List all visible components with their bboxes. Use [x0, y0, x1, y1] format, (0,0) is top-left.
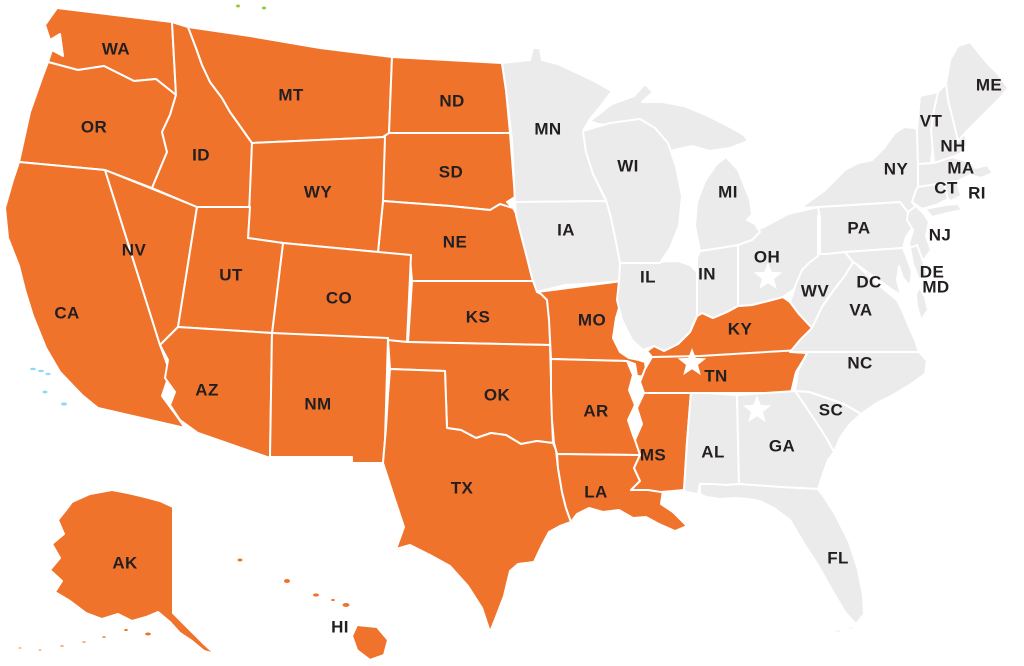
- state-me-shape: [945, 41, 1009, 142]
- state-nm-shape: [269, 332, 389, 464]
- small-island: [236, 4, 240, 8]
- alaska-aleutian-island: [80, 639, 88, 645]
- state-label-ma: MA: [947, 159, 974, 178]
- channel-island: [61, 402, 67, 406]
- alaska-aleutian-island: [122, 627, 130, 633]
- channel-island: [42, 390, 48, 394]
- star-icon-ga: [742, 395, 772, 423]
- state-label-nj: NJ: [929, 226, 952, 245]
- state-label-oh: OH: [754, 248, 780, 267]
- state-label-mo: MO: [578, 311, 606, 330]
- state-hi-big-island-shape: [351, 624, 389, 661]
- state-de-shape: [909, 244, 928, 280]
- state-label-or: OR: [81, 118, 107, 137]
- state-label-al: AL: [701, 443, 724, 462]
- state-label-ut: UT: [219, 266, 243, 285]
- state-label-me: ME: [976, 76, 1002, 95]
- hawaii-island: [311, 591, 321, 599]
- state-label-ok: OK: [484, 386, 511, 405]
- state-label-az: AZ: [195, 381, 218, 400]
- state-label-ri: RI: [968, 184, 986, 203]
- state-label-ca: CA: [54, 304, 79, 323]
- state-label-vt: VT: [920, 112, 943, 131]
- states-layer: [4, 7, 1009, 661]
- alaska-aleutian-island: [100, 634, 108, 640]
- state-label-ia: IA: [557, 221, 575, 240]
- state-label-dc: DC: [856, 273, 881, 292]
- state-label-nh: NH: [940, 137, 965, 156]
- hawaii-island: [282, 577, 292, 585]
- state-il-shape: [616, 260, 698, 352]
- state-label-ks: KS: [466, 308, 490, 327]
- state-label-de: DE: [920, 263, 944, 282]
- state-label-md: MD: [922, 278, 949, 297]
- state-label-nc: NC: [847, 354, 872, 373]
- state-label-nv: NV: [122, 241, 147, 260]
- hawaii-island: [235, 556, 245, 564]
- decorative-islands-layer: [30, 4, 266, 406]
- star-icon-tn: [677, 348, 707, 376]
- florida-keys-island: [847, 625, 855, 631]
- state-label-fl: FL: [827, 549, 849, 568]
- state-label-mi: MI: [718, 183, 738, 202]
- state-label-hi: HI: [331, 618, 349, 637]
- state-va-eastern-shore-shape: [915, 286, 929, 321]
- star-icon-oh: [753, 262, 783, 290]
- alaska-aleutian-island: [16, 645, 24, 651]
- state-label-ne: NE: [443, 233, 467, 252]
- alaska-aleutian-island: [143, 630, 153, 638]
- state-wi-shape: [582, 118, 683, 264]
- hawaii-island: [340, 601, 352, 609]
- state-label-pa: PA: [847, 219, 870, 238]
- state-ny-long-island-shape: [924, 203, 963, 218]
- state-label-co: CO: [326, 289, 352, 308]
- state-ak-shape: [49, 489, 216, 655]
- state-ms-shape: [630, 391, 692, 493]
- state-label-ky: KY: [728, 320, 753, 339]
- state-label-wv: WV: [801, 282, 829, 301]
- state-label-wi: WI: [617, 157, 639, 176]
- state-md-shape: [844, 247, 913, 296]
- state-label-nm: NM: [304, 395, 331, 414]
- state-label-la: LA: [584, 483, 607, 502]
- state-label-ny: NY: [884, 160, 909, 179]
- state-va-shape: [789, 260, 920, 353]
- state-label-nd: ND: [439, 92, 464, 111]
- state-in-shape: [696, 244, 739, 319]
- state-label-wa: WA: [102, 40, 130, 59]
- state-label-tx: TX: [451, 479, 474, 498]
- state-mi-shape: [694, 156, 761, 252]
- state-label-mt: MT: [278, 86, 304, 105]
- stars-layer: [677, 262, 783, 423]
- state-label-tn: TN: [704, 367, 727, 386]
- state-label-ga: GA: [769, 437, 795, 456]
- state-label-sc: SC: [819, 401, 843, 420]
- channel-island: [38, 369, 44, 373]
- florida-keys-island: [833, 628, 843, 634]
- small-island: [262, 6, 266, 10]
- state-label-id: ID: [192, 146, 210, 165]
- hawaii-island: [329, 597, 337, 603]
- state-label-ar: AR: [583, 402, 608, 421]
- alaska-aleutian-island: [58, 643, 66, 649]
- alaska-aleutian-island: [36, 647, 44, 653]
- state-label-mn: MN: [534, 120, 561, 139]
- state-label-sd: SD: [439, 163, 463, 182]
- state-label-wy: WY: [304, 183, 332, 202]
- state-ri-shape: [943, 180, 962, 202]
- state-label-va: VA: [849, 301, 872, 320]
- state-mt-shape: [187, 26, 393, 144]
- state-label-ct: CT: [934, 179, 958, 198]
- state-label-ak: AK: [112, 554, 138, 573]
- state-label-il: IL: [640, 268, 656, 287]
- state-fl-shape: [699, 483, 865, 625]
- channel-island: [45, 372, 51, 376]
- state-label-in: IN: [698, 265, 716, 284]
- state-labels-layer: WA OR CA NV ID MT WY UT CO AZ NM ND SD NE KS OK TX MO AR LA…: [54, 40, 1002, 637]
- channel-island: [30, 367, 36, 371]
- state-label-ms: MS: [640, 446, 666, 465]
- state-tx-shape: [382, 368, 572, 633]
